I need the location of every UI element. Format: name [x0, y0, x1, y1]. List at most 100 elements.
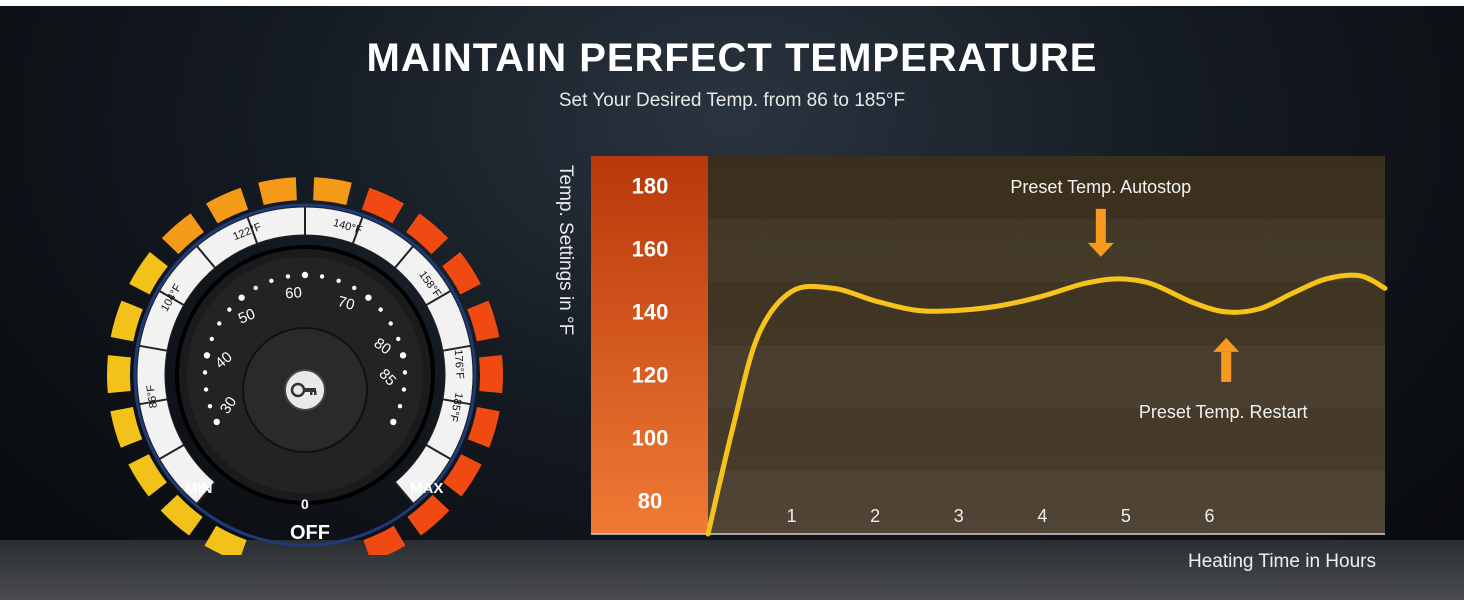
annotation-label-0: Preset Temp. Autostop — [1010, 177, 1191, 197]
knob-number-0: 30 — [217, 394, 240, 417]
arrow-down-icon — [1095, 208, 1106, 245]
dial-tick-19 — [363, 525, 406, 555]
dial-divider-2 — [139, 398, 168, 406]
dial-divider-10 — [425, 290, 451, 306]
dial-min-label: MIN — [185, 480, 213, 497]
dial-zero-label: 0 — [301, 496, 309, 512]
knob-dot-1 — [207, 403, 213, 409]
dial-tick-13 — [442, 252, 481, 295]
dial-tick-14 — [467, 300, 500, 342]
dial-temp-mark-5: 176°F — [452, 349, 466, 380]
dial-divider-8 — [351, 216, 364, 244]
knob-dot-24 — [390, 418, 397, 426]
dial-tick-15 — [479, 355, 504, 394]
knob-dot-18 — [388, 321, 393, 326]
arrow-up-icon — [1213, 337, 1240, 352]
dial-tick-7 — [161, 213, 204, 255]
y-axis-band — [591, 156, 708, 534]
dial-tick-5 — [110, 300, 143, 342]
y-tick-140: 140 — [632, 299, 669, 324]
y-tick-160: 160 — [632, 236, 669, 261]
plot-stripes — [708, 219, 1385, 534]
knob-dot-16 — [365, 294, 372, 301]
plot-stripe-3 — [708, 345, 1385, 408]
annotation-label-1: Preset Temp. Restart — [1139, 402, 1308, 422]
x-tick-labels: 1 2 3 4 5 6 — [787, 506, 1215, 526]
dial-tick-16 — [467, 407, 500, 448]
plot-area — [708, 156, 1385, 534]
key-icon-glyph — [290, 382, 317, 398]
knob-dot-21 — [402, 370, 408, 375]
dial-tick-17 — [443, 454, 482, 497]
x-tick-6: 6 — [1204, 506, 1214, 526]
dial-divider-3 — [139, 344, 168, 352]
dial-tick-6 — [129, 252, 168, 295]
dial-tick-2 — [128, 454, 167, 497]
dial-tick-18 — [407, 494, 450, 536]
dial-divider-13 — [425, 444, 451, 460]
annotation-0: Preset Temp. Autostop — [1010, 177, 1191, 257]
page-subtitle: Set Your Desired Temp. from 86 to 185°F — [558, 90, 906, 111]
knob-dot-7 — [227, 307, 232, 312]
dial-white-ring — [136, 206, 474, 505]
chart-xlabel: Heating Time in Hours — [1188, 551, 1376, 572]
knob-dot-22 — [401, 387, 407, 392]
dial-color-ticks — [107, 177, 504, 555]
dial-tick-9 — [258, 177, 297, 205]
y-tick-100: 100 — [632, 425, 669, 450]
x-tick-4: 4 — [1037, 506, 1047, 526]
knob-number-5: 80 — [371, 335, 394, 358]
knob-dot-14 — [336, 278, 341, 284]
knob-dot-8 — [238, 294, 245, 301]
knob-number-4: 70 — [336, 293, 357, 314]
floor — [0, 540, 1464, 600]
x-tick-2: 2 — [870, 506, 880, 526]
arrow-down-head — [1087, 242, 1114, 257]
x-tick-3: 3 — [954, 506, 964, 526]
dial-off-label: OFF — [290, 522, 330, 544]
dial-tick-10 — [313, 177, 352, 205]
dial-temp-mark-0: 86°F — [145, 384, 160, 409]
x-tick-1: 1 — [787, 506, 797, 526]
knob-dot-17 — [378, 307, 383, 312]
knob-dot-10 — [269, 278, 274, 284]
knob-dot-11 — [285, 274, 291, 279]
annotation-1: Preset Temp. Restart — [1139, 337, 1308, 422]
chart-annotations: Preset Temp. Autostop Preset Temp. Restar… — [1010, 177, 1307, 422]
dial-white-band — [136, 206, 474, 505]
knob-dot-4 — [203, 352, 211, 359]
knob-dot-0 — [213, 418, 220, 426]
dial-divider-5 — [196, 245, 216, 269]
knob-dot-5 — [209, 336, 214, 342]
dial-blue-ring — [133, 203, 477, 547]
knob-dot-23 — [397, 403, 403, 409]
dial-divider-9 — [394, 245, 414, 269]
series-line — [705, 272, 1388, 537]
dial-tick-11 — [361, 187, 404, 224]
y-tick-80: 80 — [638, 488, 662, 513]
dial-divider-0 — [196, 481, 216, 505]
knob-number-2: 50 — [236, 305, 258, 327]
x-tick-5: 5 — [1121, 506, 1131, 526]
top-border — [0, 0, 1464, 6]
knob-dot-2 — [203, 387, 209, 392]
dial-tick-4 — [107, 355, 131, 394]
arrow-up-shaft — [1221, 351, 1232, 382]
knob-dot-3 — [202, 370, 208, 375]
dial-max-label: MAX — [410, 480, 443, 497]
dial-divider-12 — [442, 398, 471, 406]
dial-divider-6 — [246, 216, 259, 244]
plot-stripe-1 — [708, 219, 1385, 282]
dial-tick-1 — [160, 494, 203, 536]
knob-dot-13 — [319, 274, 325, 279]
y-tick-labels: 80 100 120 140 160 180 — [632, 173, 669, 513]
temperature-chart: 80 100 120 140 160 180 1 2 3 4 5 6 Preset Temp. Au… — [591, 156, 1388, 537]
knob-dots — [202, 271, 408, 426]
dial-divider-14 — [394, 481, 414, 505]
knob-dot-12 — [301, 271, 309, 279]
dial-divider-4 — [159, 290, 185, 306]
dial-tick-0 — [204, 525, 247, 555]
knob-dot-6 — [217, 321, 222, 326]
